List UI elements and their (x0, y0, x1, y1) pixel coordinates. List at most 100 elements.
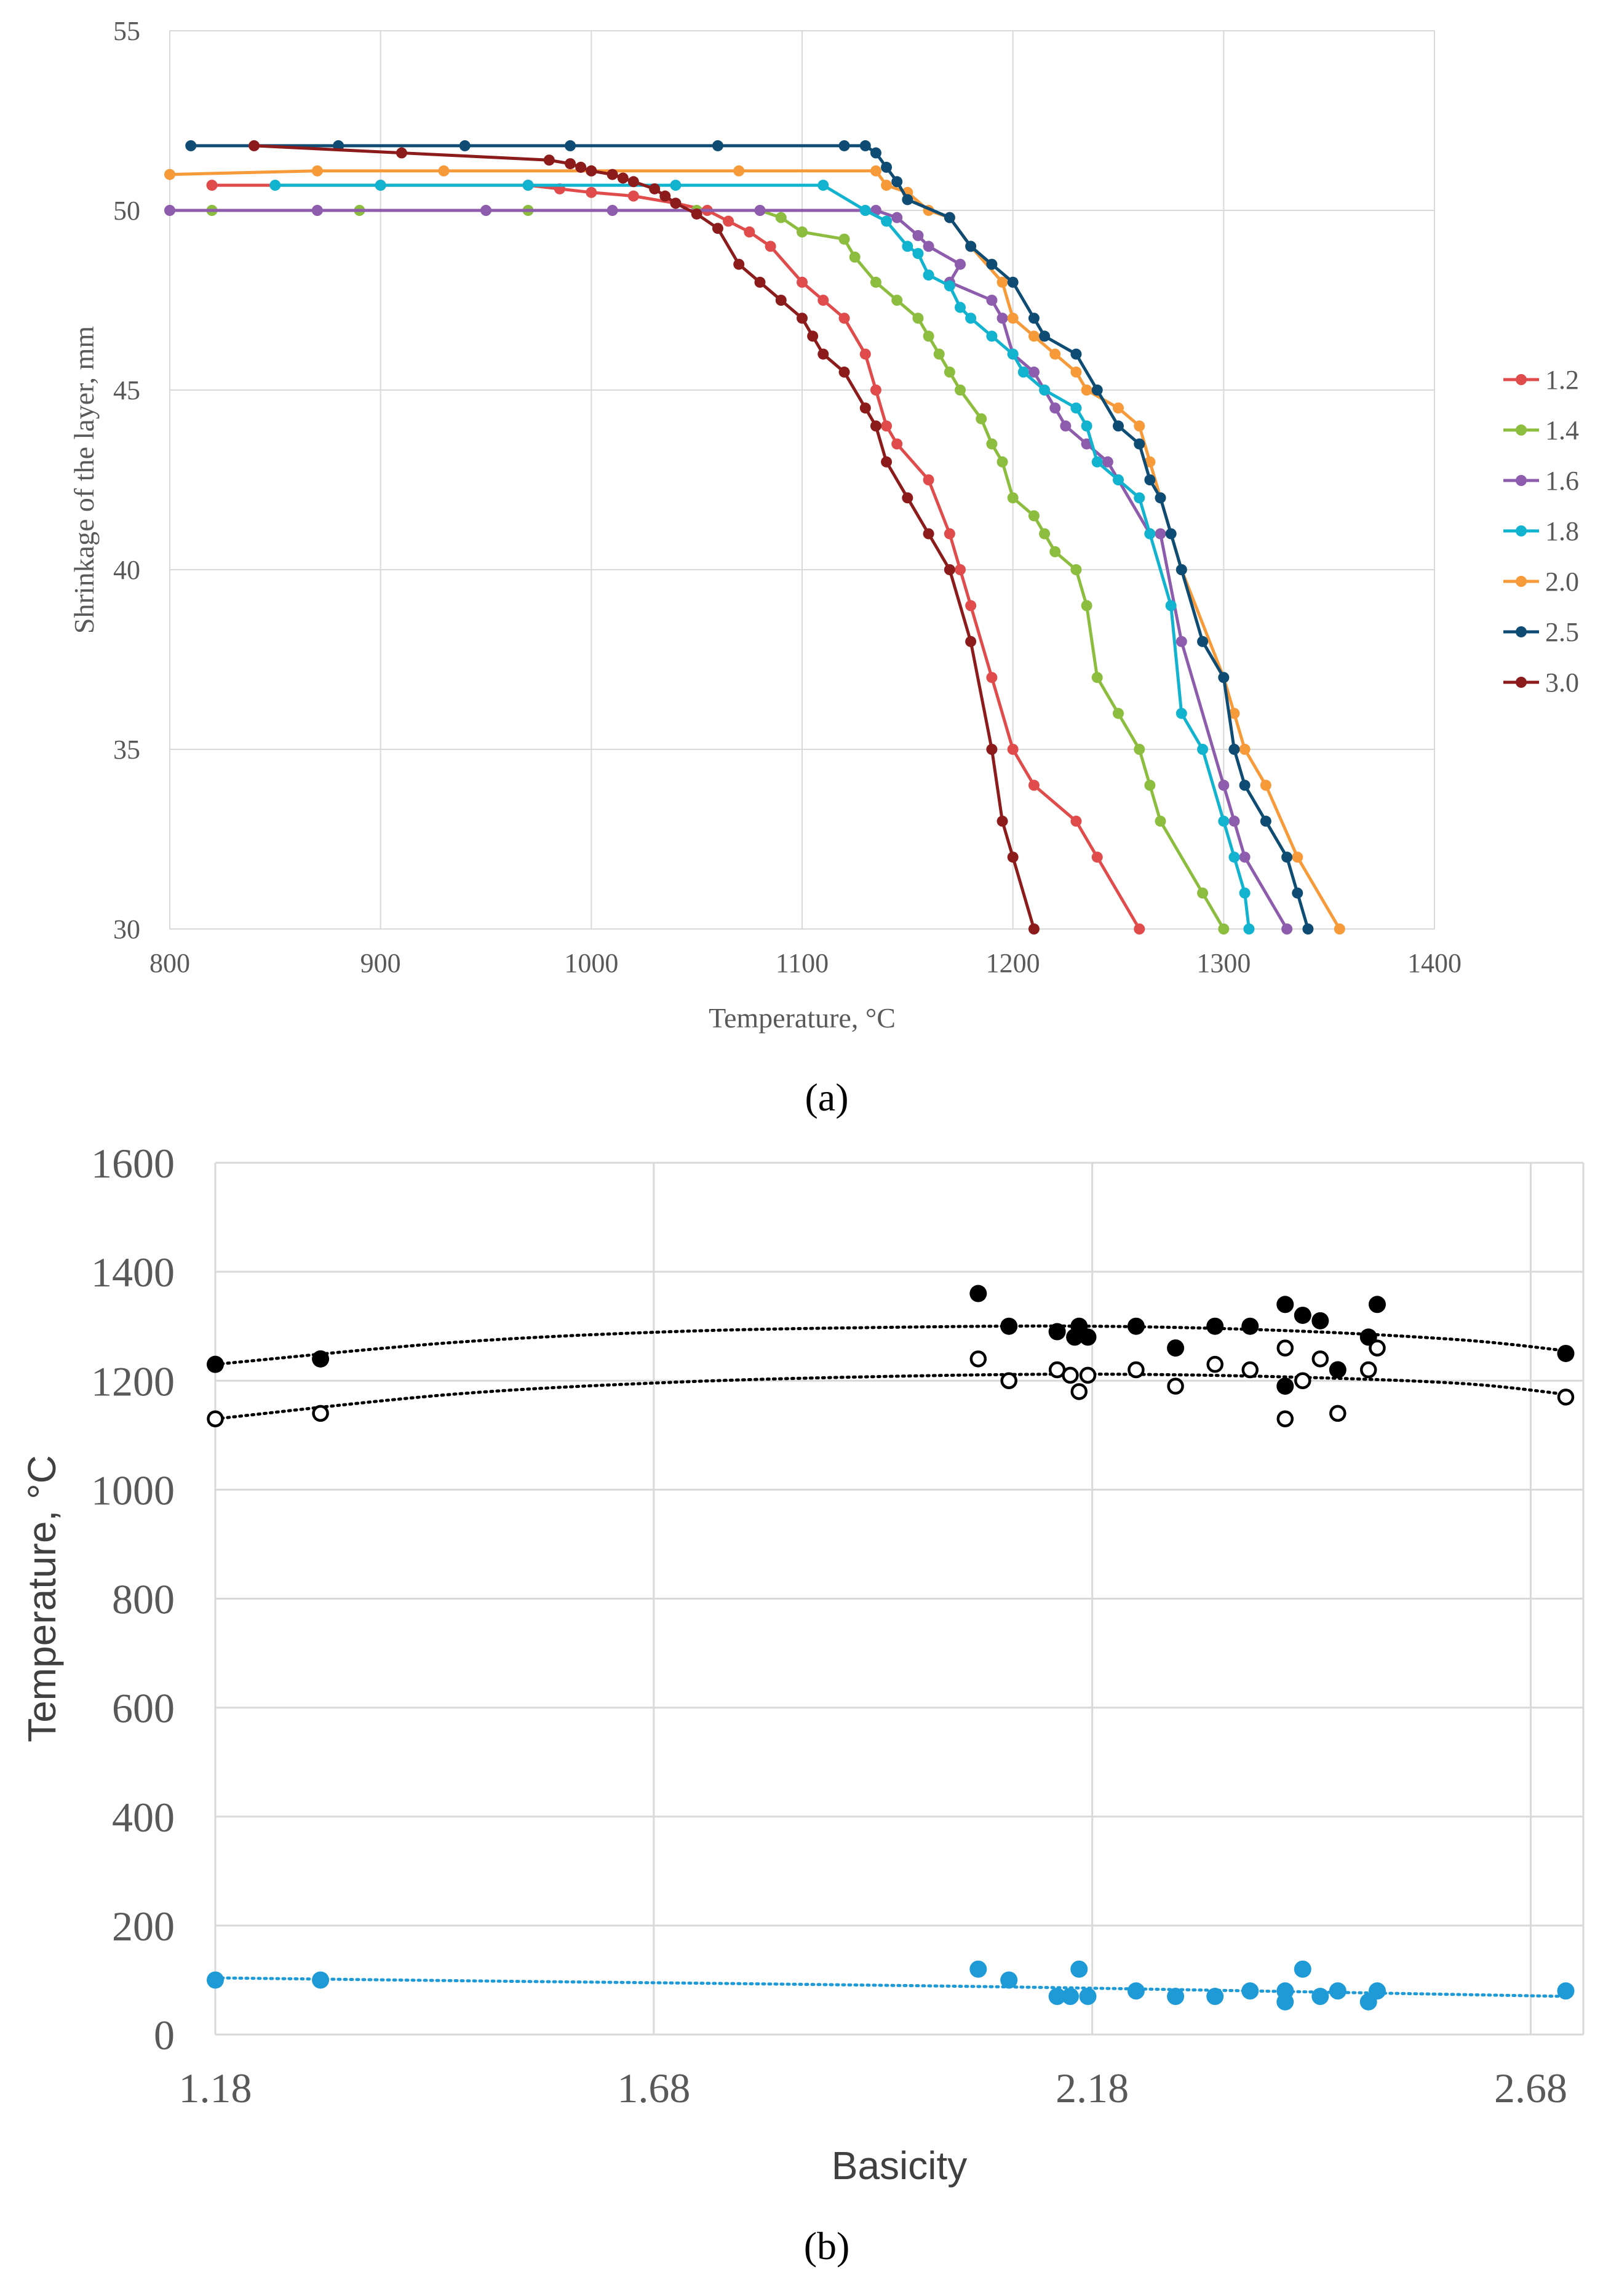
a-data-point (1007, 492, 1019, 504)
a-data-point (659, 190, 671, 202)
a-data-point (775, 295, 787, 306)
a-data-point (1197, 744, 1209, 755)
a-data-point (996, 456, 1008, 468)
a-data-point (1228, 851, 1240, 863)
a-data-point (617, 172, 629, 184)
a-data-point (817, 180, 829, 191)
b-data-point-filled (312, 1350, 330, 1368)
b-data-point-blue (1127, 1982, 1145, 2000)
a-data-point (797, 226, 808, 238)
a-data-point (670, 197, 682, 209)
panel-label-a: (a) (805, 1075, 848, 1119)
a-data-point (838, 313, 850, 324)
b-data-point-blue (1070, 1960, 1088, 1978)
a-data-point (891, 212, 903, 223)
a-data-point (881, 180, 893, 191)
a-data-point (944, 366, 955, 378)
a-data-point (1070, 564, 1082, 575)
b-y-tick-label: 1000 (91, 1467, 175, 1513)
a-data-point (1228, 815, 1240, 827)
a-data-point (923, 528, 934, 540)
a-data-point (923, 330, 934, 342)
a-data-point (249, 140, 260, 151)
a-data-point (838, 233, 850, 245)
a-x-tick-label: 1400 (1407, 948, 1462, 978)
a-data-point (944, 280, 955, 292)
a-y-tick-label: 35 (113, 735, 140, 765)
a-data-point (1175, 636, 1187, 647)
a-data-point (807, 330, 819, 342)
a-data-point (522, 180, 534, 191)
b-data-point-blue (1167, 1988, 1185, 2006)
a-series-line-1-2 (212, 183, 1141, 930)
a-data-point (1144, 456, 1156, 468)
a-data-point (1081, 385, 1092, 396)
a-data-point (965, 636, 977, 647)
a-data-point (480, 205, 491, 216)
b-data-point-blue (1368, 1982, 1386, 2000)
a-legend-entry-2-5: 2.5 (1503, 617, 1579, 647)
b-data-point-filled (1557, 1344, 1575, 1362)
a-data-point (712, 223, 723, 234)
a-x-tick-label: 1300 (1196, 948, 1251, 978)
b-y-tick-label: 0 (154, 2012, 175, 2059)
a-legend-entry-2-0: 2.0 (1503, 567, 1579, 597)
a-legend-entry-1-4: 1.4 (1503, 415, 1579, 445)
a-data-point (986, 330, 998, 342)
a-data-point (870, 147, 881, 159)
a-data-point (1091, 385, 1103, 396)
a-data-point (1039, 330, 1051, 342)
a-data-point (955, 301, 966, 313)
a-data-point (1007, 276, 1019, 288)
a-data-point (586, 165, 597, 177)
a-data-point (1239, 851, 1251, 863)
a-data-point (311, 165, 323, 177)
a-data-point (1218, 779, 1230, 791)
a-data-point (891, 438, 903, 450)
a-legend-entry-3-0: 3.0 (1503, 668, 1579, 698)
a-x-axis-title: Temperature, °C (709, 1002, 896, 1034)
a-legend-entry-1-2: 1.2 (1503, 365, 1579, 395)
b-y-tick-label: 1600 (91, 1140, 175, 1187)
b-data-point-filled (1167, 1339, 1185, 1357)
a-data-point (1260, 779, 1271, 791)
a-legend-marker (1516, 576, 1527, 587)
b-data-point-hollow (969, 1350, 987, 1368)
a-data-point (1134, 492, 1145, 504)
a-data-point (1070, 366, 1082, 378)
b-y-tick-label: 800 (112, 1576, 175, 1623)
a-data-point (923, 474, 934, 485)
a-legend-label: 2.0 (1545, 567, 1579, 597)
a-data-point (955, 258, 966, 270)
a-data-point (797, 276, 808, 288)
a-data-point (1070, 815, 1082, 827)
a-data-point (754, 276, 766, 288)
a-series-line-1-8 (275, 183, 1251, 930)
a-data-point (607, 169, 618, 180)
b-data-point-hollow (1079, 1366, 1097, 1384)
a-data-point (1175, 564, 1187, 575)
a-data-point (1218, 923, 1230, 935)
a-data-point (1091, 456, 1103, 468)
a-data-point (627, 176, 639, 188)
a-data-point (1028, 366, 1040, 378)
a-data-point (396, 147, 407, 159)
b-trendline-hollow (213, 1373, 1567, 1421)
b-data-point-filled (1329, 1361, 1346, 1379)
b-data-point-hollow (1311, 1350, 1329, 1368)
a-data-point (1281, 851, 1293, 863)
a-data-point (902, 194, 913, 205)
a-data-point (1113, 708, 1124, 719)
b-data-point-blue (1329, 1982, 1346, 2000)
a-data-point (859, 140, 871, 151)
b-data-point-hollow (1070, 1383, 1088, 1400)
a-data-point (1243, 923, 1255, 935)
a-data-point (1028, 923, 1040, 935)
a-data-point (965, 241, 977, 252)
a-legend-marker (1516, 374, 1527, 385)
b-data-point-hollow (1294, 1372, 1311, 1389)
a-data-point (1239, 887, 1251, 899)
b-data-point-hollow (1167, 1377, 1184, 1395)
a-data-point (1049, 402, 1061, 414)
a-data-point (1197, 636, 1209, 647)
